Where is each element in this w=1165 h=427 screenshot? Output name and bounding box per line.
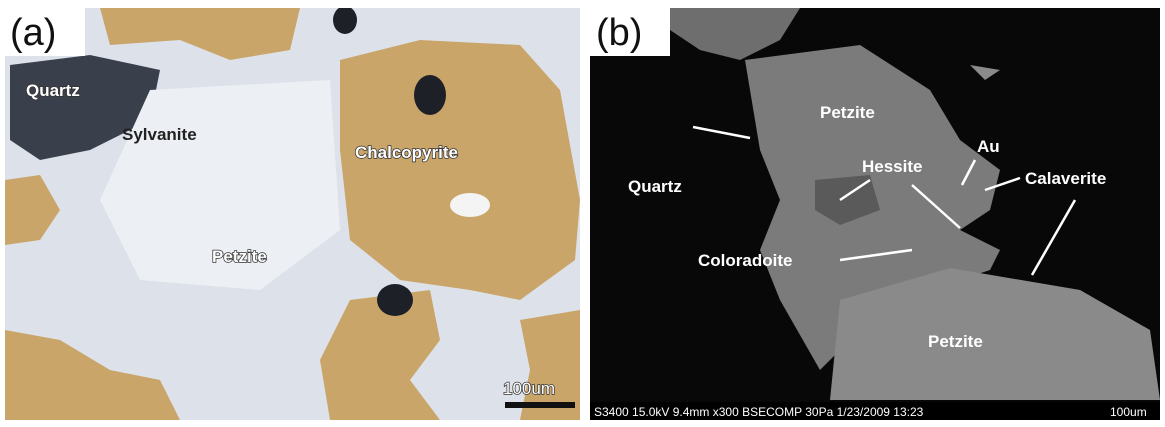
annotation: Sylvanite <box>122 125 197 144</box>
panel-b: Petzite Quartz Au Hessite Calaverite Col… <box>590 8 1160 420</box>
scale-bar-label: 100um <box>1110 405 1147 419</box>
annotation: Au <box>977 137 1000 156</box>
figure: Quartz Sylvanite Chalcopyrite Petzite 10… <box>0 0 1165 427</box>
annotation: Petzite <box>928 332 983 351</box>
annotation: Chalcopyrite <box>355 143 458 162</box>
annotation: Petzite <box>212 247 267 266</box>
grain <box>377 284 413 316</box>
annotation: Quartz <box>26 81 80 100</box>
panel-a: Quartz Sylvanite Chalcopyrite Petzite 10… <box>5 6 580 420</box>
annotation: Petzite <box>820 103 875 122</box>
grain <box>333 6 357 34</box>
panel-label: (b) <box>596 12 642 54</box>
grain <box>450 193 490 217</box>
panel-label: (a) <box>10 12 56 54</box>
scale-bar-label: 100um <box>503 379 555 398</box>
scale-bar <box>505 402 575 408</box>
info-text: S3400 15.0kV 9.4mm x300 BSECOMP 30Pa 1/2… <box>594 405 924 419</box>
annotation: Coloradoite <box>698 251 792 270</box>
grain <box>414 75 446 115</box>
annotation: Hessite <box>862 157 922 176</box>
annotation: Calaverite <box>1025 169 1106 188</box>
annotation: Quartz <box>628 177 682 196</box>
